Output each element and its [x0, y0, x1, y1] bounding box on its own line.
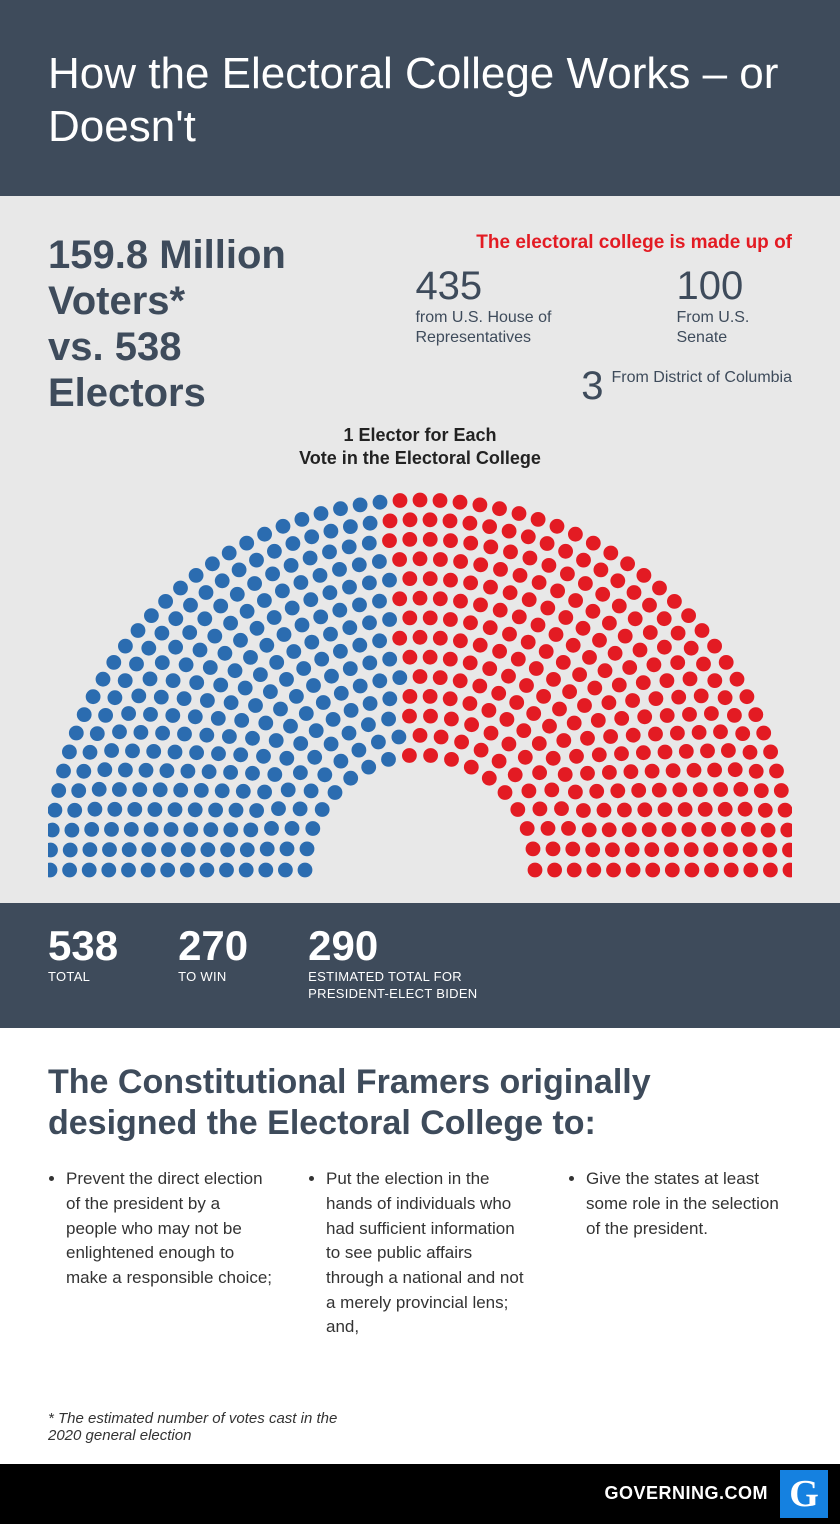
bullet-col-3: Give the states at least some role in th…: [568, 1167, 792, 1339]
bullet-1: Prevent the direct election of the presi…: [66, 1167, 272, 1290]
bullet-col-1: Prevent the direct election of the presi…: [48, 1167, 272, 1339]
stats-bar: 538 TOTAL 270 TO WIN 290 ESTIMATED TOTAL…: [0, 903, 840, 1028]
breakdown-col: The electoral college is made up of 435 …: [415, 232, 792, 416]
stat-line-1: 159.8 Million: [48, 232, 375, 278]
page-title: How the Electoral College Works – or Doe…: [48, 48, 792, 154]
footer-logo: G: [780, 1470, 828, 1518]
elector-caption-l1: 1 Elector for Each: [343, 425, 496, 445]
elector-caption: 1 Elector for Each Vote in the Electoral…: [48, 424, 792, 471]
stat-biden-label: ESTIMATED TOTAL FORPRESIDENT-ELECT BIDEN: [308, 969, 477, 1002]
bullet-col-2: Put the election in the hands of individ…: [308, 1167, 532, 1339]
breakdown-row: 435 from U.S. House of Representatives 1…: [415, 266, 792, 348]
stat-total-label: TOTAL: [48, 969, 118, 985]
breakdown-house-cap: from U.S. House of Representatives: [415, 308, 646, 348]
footer-site: GOVERNING.COM: [604, 1483, 768, 1504]
stat-to-win-label: TO WIN: [178, 969, 248, 985]
breakdown-dc-cap: From District of Columbia: [612, 366, 792, 388]
stat-total-num: 538: [48, 925, 118, 967]
hemicycle-container: [48, 478, 792, 883]
bottom-section: The Constitutional Framers originally de…: [0, 1028, 840, 1464]
breakdown-senate-num: 100: [676, 266, 792, 306]
breakdown-dc-num: 3: [581, 366, 603, 406]
stat-total: 538 TOTAL: [48, 925, 118, 1002]
elector-caption-l2: Vote in the Electoral College: [299, 448, 541, 468]
header-bar: How the Electoral College Works – or Doe…: [0, 0, 840, 196]
stat-to-win: 270 TO WIN: [178, 925, 248, 1002]
breakdown-dc: 3 From District of Columbia: [415, 366, 792, 406]
bullet-3: Give the states at least some role in th…: [586, 1167, 792, 1241]
stat-biden-num: 290: [308, 925, 477, 967]
footer-bar: GOVERNING.COM G: [0, 1464, 840, 1524]
stat-line-3: vs. 538: [48, 324, 375, 370]
framers-heading: The Constitutional Framers originally de…: [48, 1062, 792, 1144]
main-section: 159.8 Million Voters* vs. 538 Electors T…: [0, 196, 840, 904]
stat-to-win-num: 270: [178, 925, 248, 967]
intro-row: 159.8 Million Voters* vs. 538 Electors T…: [48, 232, 792, 416]
breakdown-house: 435 from U.S. House of Representatives: [415, 266, 646, 348]
breakdown-senate-cap: From U.S. Senate: [676, 308, 792, 348]
hemicycle-chart: [48, 478, 792, 878]
bullet-columns: Prevent the direct election of the presi…: [48, 1167, 792, 1339]
stat-biden: 290 ESTIMATED TOTAL FORPRESIDENT-ELECT B…: [308, 925, 477, 1002]
stat-line-2: Voters*: [48, 278, 375, 324]
breakdown-house-num: 435: [415, 266, 646, 306]
headline-stat: 159.8 Million Voters* vs. 538 Electors: [48, 232, 375, 416]
breakdown-senate: 100 From U.S. Senate: [676, 266, 792, 348]
footnote: * The estimated number of votes cast in …: [48, 1410, 368, 1464]
stat-line-4: Electors: [48, 370, 375, 416]
bullet-2: Put the election in the hands of individ…: [326, 1167, 532, 1339]
breakdown-heading: The electoral college is made up of: [415, 232, 792, 254]
